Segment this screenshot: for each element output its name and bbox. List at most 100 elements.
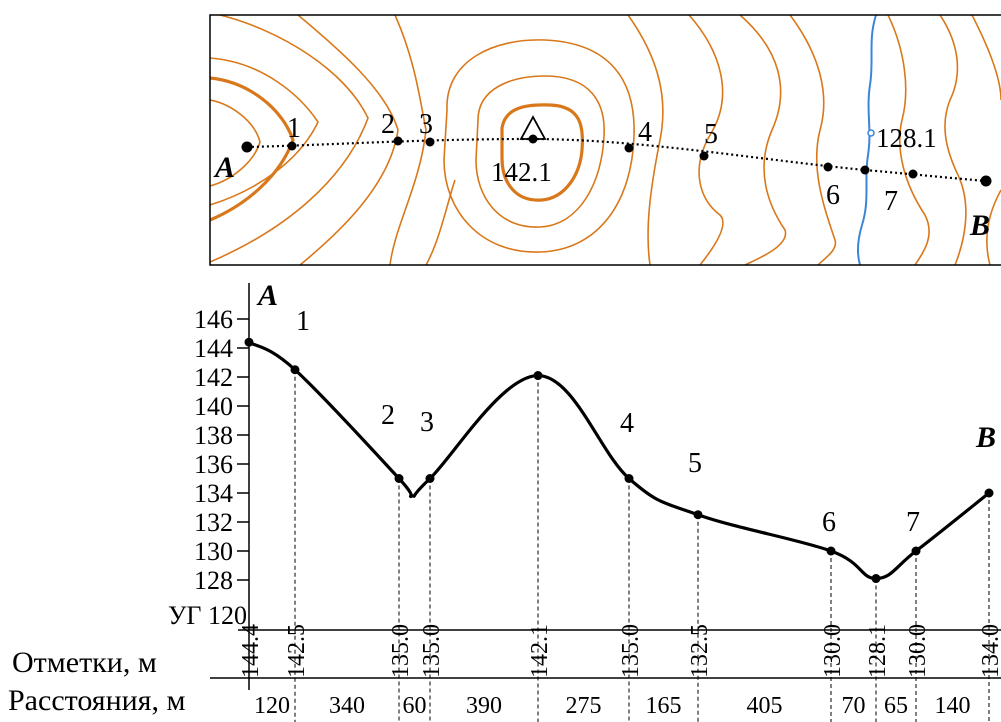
elevation-value: 135.0 <box>419 624 445 678</box>
map-frame <box>209 14 1001 266</box>
river-line <box>857 15 877 265</box>
profile-point <box>911 546 921 556</box>
contour-line <box>688 15 724 265</box>
contour-line <box>443 39 635 253</box>
contour-line <box>210 99 261 187</box>
profile-point <box>394 474 404 483</box>
map-summit-label: 142.1 <box>491 157 552 187</box>
profile-point <box>826 546 836 556</box>
map-label-end: B <box>969 209 990 242</box>
y-tick-label: 128 <box>194 566 233 595</box>
y-tick-label: 136 <box>194 450 233 479</box>
profile-point <box>533 371 543 381</box>
elevation-value: 142.1 <box>527 624 553 678</box>
distance-values: 120 340 60 390 275 165 405 70 65 140 <box>254 693 971 719</box>
map-label-6: 6 <box>826 180 840 211</box>
elevation-value: 132.5 <box>687 624 713 678</box>
river-benchmark-icon <box>867 129 875 137</box>
elevation-value: 130.0 <box>820 624 846 678</box>
profile-point-label: 1 <box>296 306 310 337</box>
profile-point <box>624 474 634 483</box>
baseline-label: УГ 120 <box>168 601 247 630</box>
elevation-value: 130.0 <box>905 624 931 678</box>
profile-point-label: A <box>256 279 278 312</box>
contour-line <box>389 15 427 265</box>
row-label-elevations: Отметки, м <box>12 646 157 679</box>
map-point-a <box>241 141 253 153</box>
benchmark-triangle-icon <box>519 115 547 140</box>
profile-point-labels: A1 2 3 4 5 6 7 B <box>256 279 996 538</box>
contour-line <box>739 15 787 265</box>
profile-point <box>871 574 881 584</box>
profile-point <box>693 510 703 520</box>
contour-line <box>425 179 456 265</box>
y-tick-label: 138 <box>194 421 233 450</box>
contour-line <box>887 15 930 265</box>
profile-point-label: 4 <box>620 408 634 439</box>
map-label-7: 7 <box>884 186 898 217</box>
map-river-label: 128.1 <box>876 123 937 153</box>
map-point-river <box>860 165 870 175</box>
elevation-value: 128.1 <box>865 624 891 678</box>
contour-line-index <box>500 103 585 202</box>
map-label-start: A <box>213 151 235 184</box>
map-point-7 <box>908 169 918 179</box>
map-label-1: 1 <box>287 113 301 144</box>
elevation-values: 144.4 142.5 135.0 135.0 142.1 135.0 132.5 130.0… <box>238 624 1001 678</box>
map-point-4 <box>624 143 634 153</box>
map-label-5: 5 <box>704 119 718 150</box>
contour-line <box>789 15 837 265</box>
elevation-value: 134.0 <box>978 624 1001 678</box>
y-tick-label: 142 <box>194 363 233 392</box>
map-point-2 <box>393 136 403 146</box>
contour-lines <box>210 15 1001 265</box>
y-tick-label: 132 <box>194 508 233 537</box>
distance-value: 70 <box>842 693 866 719</box>
elevation-value: 135.0 <box>388 624 414 678</box>
distance-value: 390 <box>466 693 502 719</box>
contour-line <box>210 57 319 206</box>
map-point-3 <box>425 137 435 147</box>
contour-line <box>971 15 1001 101</box>
profile-point-label: 7 <box>906 507 920 538</box>
profile-point-label: 2 <box>381 400 395 431</box>
elevation-value: 142.5 <box>284 624 310 678</box>
map-label-2: 2 <box>381 109 395 140</box>
map-point-b <box>980 175 992 187</box>
map-label-4: 4 <box>638 117 652 148</box>
contour-line <box>627 15 664 265</box>
y-tick-label: 146 <box>194 305 233 334</box>
profile-point <box>425 474 435 483</box>
distance-value: 65 <box>884 693 908 719</box>
row-label-distances: Расстояния, м <box>8 684 185 717</box>
map-point-5 <box>699 151 709 161</box>
y-tick-label: 144 <box>194 334 233 363</box>
distance-value: 60 <box>403 693 427 719</box>
distance-value: 405 <box>747 693 783 719</box>
distance-value: 165 <box>646 693 682 719</box>
distance-value: 140 <box>935 693 971 719</box>
profile-point <box>290 365 300 375</box>
y-tick-label: 140 <box>194 392 233 421</box>
elevation-value: 144.4 <box>238 624 264 678</box>
profile-point-label: 6 <box>822 507 836 538</box>
topographic-map: A B 1 2 3 4 5 6 7 142.1 128.1 <box>209 14 1001 266</box>
y-tick-label: 130 <box>194 537 233 566</box>
elevation-value: 135.0 <box>618 624 644 678</box>
route-points <box>241 134 992 187</box>
profile-curve <box>248 340 990 581</box>
distance-value: 120 <box>254 693 290 719</box>
distance-value: 340 <box>329 693 365 719</box>
contour-line <box>986 189 1001 265</box>
map-point-1 <box>287 141 297 151</box>
profile-point-label: B <box>975 421 996 454</box>
contour-line <box>475 75 605 228</box>
distance-value: 275 <box>566 693 602 719</box>
contour-line-index <box>210 76 295 222</box>
drop-lines <box>294 369 990 722</box>
profile-point-label: 5 <box>688 448 702 479</box>
profile-point-label: 3 <box>420 407 434 438</box>
